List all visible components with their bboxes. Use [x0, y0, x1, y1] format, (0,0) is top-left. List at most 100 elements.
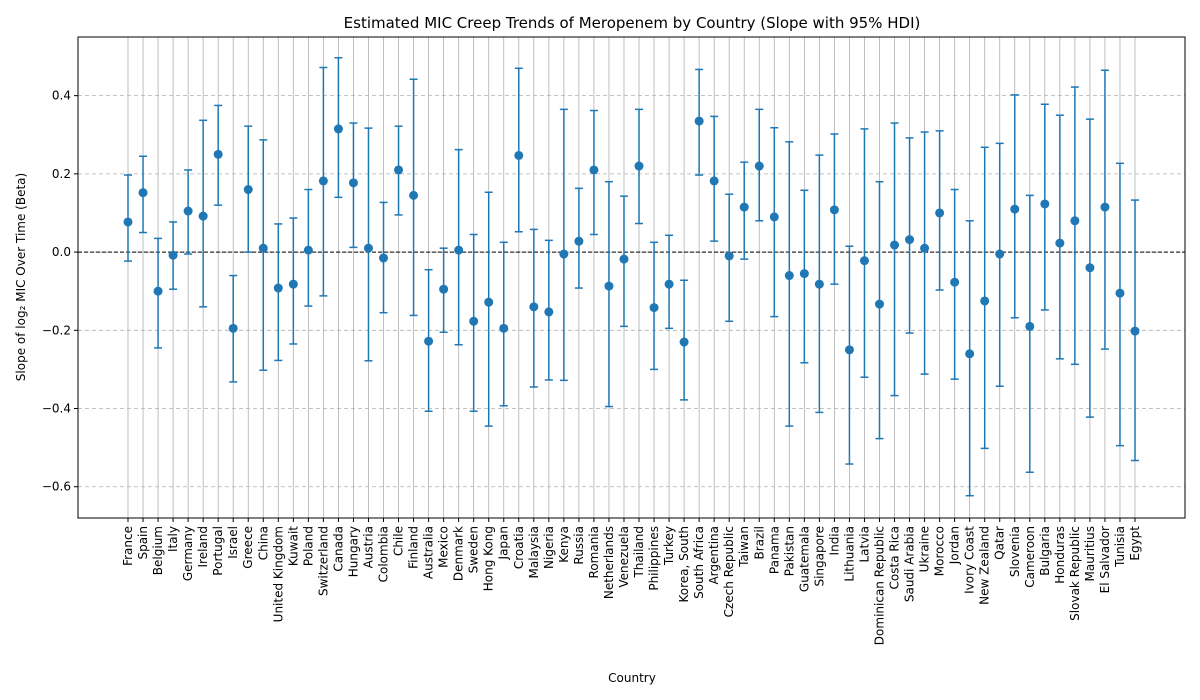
- x-tick-label: India: [827, 526, 841, 555]
- beta-point: [664, 279, 674, 289]
- x-tick-label: Honduras: [1053, 526, 1067, 584]
- x-tick-label: Russia: [572, 526, 586, 565]
- x-tick-label: Sweden: [467, 526, 481, 573]
- error-bar: [484, 191, 493, 427]
- beta-point: [138, 188, 148, 198]
- beta-point: [529, 302, 539, 312]
- x-tick-label: Egypt: [1128, 526, 1142, 561]
- x-tick-label: Lithuania: [842, 526, 856, 582]
- x-tick-label: Taiwan: [737, 526, 751, 568]
- x-axis-ticks: France Spain Belgium Italy Germany Ireland Por…: [121, 518, 1142, 645]
- beta-point: [258, 243, 268, 253]
- error-bar: [1055, 114, 1064, 360]
- x-tick-label: China: [256, 526, 270, 560]
- x-tick-label: Canada: [331, 526, 345, 572]
- x-tick-label: Philippines: [647, 526, 661, 591]
- beta-point: [874, 299, 884, 309]
- beta-point: [965, 349, 975, 359]
- x-tick-label: Guatemala: [797, 526, 811, 592]
- x-tick-label: Kuwait: [286, 526, 300, 566]
- x-tick-label: Denmark: [452, 526, 466, 581]
- beta-point: [1025, 321, 1035, 331]
- x-tick-label: Poland: [301, 526, 315, 566]
- beta-point: [935, 208, 945, 218]
- x-tick-label: Qatar: [993, 526, 1007, 560]
- x-tick-label: Israel: [226, 526, 240, 559]
- x-tick-label: Portugal: [211, 526, 225, 576]
- x-tick-label: Hungary: [346, 526, 360, 577]
- beta-point: [183, 206, 193, 216]
- x-tick-label: Jordan: [948, 526, 962, 565]
- beta-point: [198, 211, 208, 221]
- beta-point: [995, 249, 1005, 259]
- beta-point: [168, 250, 178, 260]
- x-tick-label: Switzerland: [316, 526, 330, 596]
- beta-point: [1085, 263, 1095, 273]
- error-bar: [1070, 86, 1079, 366]
- beta-point: [890, 240, 900, 250]
- beta-point: [469, 316, 479, 326]
- beta-point: [544, 307, 554, 317]
- x-tick-label: Romania: [587, 526, 601, 578]
- x-tick-label: France: [121, 526, 135, 566]
- error-bar: [920, 131, 929, 375]
- x-tick-label: Croatia: [512, 526, 526, 569]
- x-tick-label: Slovenia: [1008, 526, 1022, 577]
- x-tick-label: Saudi Arabia: [903, 526, 917, 602]
- x-tick-label: Costa Rica: [888, 526, 902, 589]
- x-axis-label: Country: [608, 671, 656, 685]
- beta-point: [1100, 202, 1110, 212]
- x-tick-label: Finland: [407, 526, 421, 569]
- x-tick-label: Latvia: [857, 526, 871, 563]
- beta-point: [619, 254, 629, 264]
- x-tick-label: Argentina: [707, 526, 721, 585]
- x-tick-label: Mexico: [437, 526, 451, 568]
- x-tick-label: Germany: [181, 526, 195, 581]
- beta-point: [1130, 326, 1140, 336]
- x-tick-label: Nigeria: [542, 526, 556, 569]
- x-tick-label: Netherlands: [602, 526, 616, 599]
- beta-point: [799, 269, 809, 279]
- beta-point: [709, 176, 719, 186]
- x-tick-label: Bulgaria: [1038, 526, 1052, 576]
- beta-point: [454, 245, 464, 255]
- beta-point: [1055, 238, 1065, 248]
- error-bar: [995, 142, 1004, 387]
- error-bar: [259, 139, 268, 371]
- beta-point: [694, 116, 704, 126]
- beta-point: [604, 281, 614, 291]
- beta-point: [288, 279, 298, 289]
- x-tick-label: Thailand: [632, 526, 646, 579]
- y-axis-label: Slope of log₂ MIC Over Time (Beta): [14, 173, 28, 381]
- beta-point: [409, 190, 419, 200]
- beta-point: [243, 185, 253, 195]
- beta-point: [153, 286, 163, 296]
- beta-point: [859, 256, 869, 266]
- beta-point: [318, 176, 328, 186]
- beta-point: [829, 205, 839, 215]
- x-tick-label: Hong Kong: [482, 526, 496, 591]
- beta-point: [844, 345, 854, 355]
- beta-points: [123, 116, 1140, 359]
- error-bar: [890, 122, 899, 397]
- x-tick-label: Korea, South: [677, 526, 691, 603]
- x-tick-label: Czech Republic: [722, 526, 736, 617]
- beta-point: [1010, 204, 1020, 214]
- beta-point: [333, 124, 343, 134]
- y-tick-label: 0.0: [52, 245, 71, 259]
- beta-point: [123, 217, 133, 227]
- y-tick-label: −0.6: [42, 480, 71, 494]
- beta-point: [1070, 216, 1080, 226]
- x-tick-label: Chile: [392, 526, 406, 556]
- x-tick-label: Tunisia: [1113, 526, 1127, 568]
- beta-point: [1115, 288, 1125, 298]
- beta-point: [499, 323, 509, 333]
- x-tick-label: Singapore: [812, 526, 826, 587]
- error-bar: [559, 108, 568, 382]
- beta-point: [980, 296, 990, 306]
- y-axis-ticks: −0.6 −0.4 −0.2 0.0 0.2 0.4: [42, 89, 78, 494]
- error-bar: [785, 141, 794, 427]
- x-tick-label: El Salvador: [1098, 526, 1112, 593]
- x-tick-label: Brazil: [752, 526, 766, 560]
- beta-point: [439, 284, 449, 294]
